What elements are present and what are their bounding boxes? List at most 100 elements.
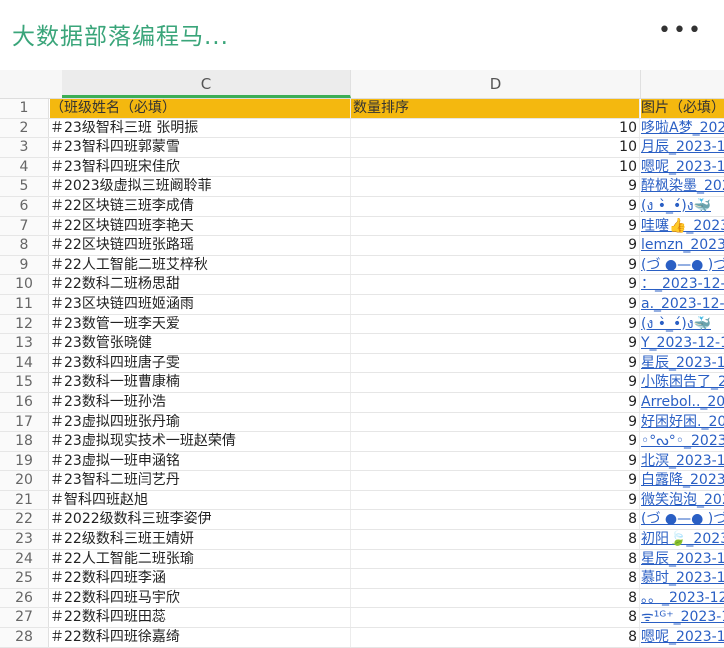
more-options-icon[interactable]: ••• — [658, 18, 703, 43]
cell-class-name[interactable]: ＃23数管一班李天爱 — [50, 314, 351, 334]
cell-rank[interactable]: 9 — [351, 412, 640, 432]
cell-image-link[interactable]: Arrebol.._2023 — [641, 393, 724, 410]
cell-rank[interactable]: 10 — [351, 118, 640, 138]
row-number[interactable]: 14 — [0, 353, 49, 373]
row-number[interactable]: 26 — [0, 588, 49, 608]
cell-image-link[interactable]: 星辰_2023-12 — [641, 550, 724, 567]
cell-image-link[interactable]: 星辰_2023-12 — [641, 354, 724, 371]
row-number[interactable]: 20 — [0, 471, 49, 490]
row-number[interactable]: 13 — [0, 334, 49, 353]
cell-class-name[interactable]: ＃22人工智能二班张瑜 — [50, 549, 351, 569]
cell-class-name[interactable]: ＃23智科四班郭蒙雪 — [50, 138, 351, 157]
cell-image-link[interactable]: 好困好困._2023 — [641, 413, 724, 430]
row-number[interactable]: 21 — [0, 490, 49, 510]
column-header-c[interactable]: C — [62, 70, 351, 98]
cell-image-link[interactable]: a._2023-12-1 — [641, 295, 724, 312]
cell-class-name[interactable]: ＃22数科四班徐嘉绮 — [50, 628, 351, 647]
cell-rank[interactable]: 9 — [351, 373, 640, 392]
cell-rank[interactable]: 9 — [351, 196, 640, 216]
column-header-e[interactable] — [640, 70, 724, 98]
row-number[interactable]: 8 — [0, 236, 49, 255]
row-number[interactable]: 5 — [0, 177, 49, 196]
cell-rank[interactable]: 9 — [351, 255, 640, 275]
cell-image-link[interactable]: 嗯呢_2023-12 — [641, 158, 724, 175]
cell-image-link[interactable]: (づ ●—● )づ — [641, 511, 724, 528]
cell-image-link[interactable]: 慕时_2023-12 — [641, 570, 724, 587]
cell-class-name[interactable]: ＃22数科四班马宇欣 — [50, 588, 351, 608]
row-number[interactable]: 9 — [0, 255, 49, 275]
cell-class-name[interactable]: ＃23数科一班曹康楠 — [50, 373, 351, 392]
cell-class-name[interactable]: ＃23智科四班宋佳欣 — [50, 157, 351, 177]
select-all-corner[interactable] — [0, 70, 63, 98]
cell-image-link[interactable]: 初阳🍃_2023 — [641, 531, 724, 548]
cell-rank[interactable]: 9 — [351, 294, 640, 314]
cell-image-link[interactable]: 北溟_2023-12 — [641, 452, 724, 469]
cell-class-name[interactable]: ＃22数科二班杨思甜 — [50, 275, 351, 294]
column-header-d[interactable]: D — [351, 70, 641, 98]
cell-class-name[interactable]: ＃2023级虚拟三班阚聆菲 — [50, 177, 351, 196]
cell-rank[interactable]: 9 — [351, 334, 640, 353]
cell-rank[interactable]: 9 — [351, 392, 640, 412]
cell-class-name[interactable]: ＃22数科四班李涵 — [50, 569, 351, 588]
cell-rank[interactable]: 8 — [351, 569, 640, 588]
cell-image-link[interactable]: Y_2023-12-1 — [641, 335, 724, 352]
cell-image-link[interactable]: 醉枫染墨_2023 — [641, 178, 724, 195]
cell-image-link[interactable]: (ง •̀_•́)ง🐳 — [641, 315, 711, 332]
cell-rank[interactable]: 9 — [351, 471, 640, 490]
cell-image-link[interactable]: 白露降_2023 — [641, 472, 724, 489]
cell-class-name[interactable]: ＃23数管张晓健 — [50, 334, 351, 353]
cell-rank[interactable]: 8 — [351, 510, 640, 530]
row-number[interactable]: 15 — [0, 373, 49, 392]
cell-image-link[interactable]: 嗯呢_2023-12 — [641, 629, 724, 646]
row-number[interactable]: 6 — [0, 196, 49, 216]
cell-image-link[interactable]: 哇噻👍_2023 — [641, 217, 724, 234]
row-number[interactable]: 19 — [0, 451, 49, 471]
row-number[interactable]: 17 — [0, 412, 49, 432]
cell-class-name[interactable]: ＃22级数科三班王婧妍 — [50, 530, 351, 549]
row-number[interactable]: 28 — [0, 628, 49, 647]
cell-rank[interactable]: 数量排序 — [351, 99, 640, 118]
cell-rank[interactable]: 8 — [351, 530, 640, 549]
row-number[interactable]: 23 — [0, 530, 49, 549]
cell-image-link[interactable]: ᯤ¹ᴳ⁺_2023-12 — [641, 609, 724, 626]
cell-class-name[interactable]: ＃22区块链四班张路瑶 — [50, 236, 351, 255]
cell-class-name[interactable]: ＃22人工智能二班艾梓秋 — [50, 255, 351, 275]
row-number[interactable]: 27 — [0, 608, 49, 628]
cell-rank[interactable]: 9 — [351, 490, 640, 510]
cell-image-link[interactable]: (ง •̀_•́)ง🐳 — [641, 197, 711, 214]
cell-class-name[interactable]: ＃23数科四班唐子雯 — [50, 353, 351, 373]
cell-rank[interactable]: 10 — [351, 138, 640, 157]
cell-rank[interactable]: 9 — [351, 177, 640, 196]
cell-rank[interactable]: 8 — [351, 588, 640, 608]
cell-class-name[interactable]: ＃23智科二班闫艺丹 — [50, 471, 351, 490]
cell-class-name[interactable]: ＃2022级数科三班李姿伊 — [50, 510, 351, 530]
row-number[interactable]: 16 — [0, 392, 49, 412]
row-number[interactable]: 25 — [0, 569, 49, 588]
cell-class-name[interactable]: ＃23级智科三班 张明振 — [50, 118, 351, 138]
row-number[interactable]: 24 — [0, 549, 49, 569]
cell-rank[interactable]: 9 — [351, 236, 640, 255]
row-number[interactable]: 11 — [0, 294, 49, 314]
cell-class-name[interactable]: ＃23区块链四班姬涵雨 — [50, 294, 351, 314]
row-number[interactable]: 18 — [0, 432, 49, 451]
cell-class-name[interactable]: ＃23虚拟一班申涵铭 — [50, 451, 351, 471]
cell-class-name[interactable]: ＃23虚拟四班张丹瑜 — [50, 412, 351, 432]
cell-image-link[interactable]: lemzn_2023-12 — [641, 237, 724, 254]
cell-class-name[interactable]: ＃22区块链四班李艳天 — [50, 216, 351, 236]
cell-image-link[interactable]: ◦°ᔓ°◦_2023 — [641, 433, 724, 450]
cell-image-link[interactable]: 小陈困告了_2023 — [641, 374, 724, 391]
cell-rank[interactable]: 9 — [351, 314, 640, 334]
cell-class-name[interactable]: ＃23虚拟现实技术一班赵荣倩 — [50, 432, 351, 451]
cell-rank[interactable]: 8 — [351, 608, 640, 628]
cell-rank[interactable]: 9 — [351, 275, 640, 294]
cell-rank[interactable]: 8 — [351, 628, 640, 647]
row-number[interactable]: 3 — [0, 138, 49, 157]
cell-image-link[interactable]: (づ ●—● )づ — [641, 256, 724, 273]
row-number[interactable]: 4 — [0, 157, 49, 177]
cell-rank[interactable]: 8 — [351, 549, 640, 569]
cell-rank[interactable]: 9 — [351, 216, 640, 236]
cell-image-link[interactable]: 哆啦A梦_2023-12 — [641, 119, 724, 136]
row-number[interactable]: 22 — [0, 510, 49, 530]
cell-rank[interactable]: 10 — [351, 157, 640, 177]
cell-image-link[interactable]: ：_2023-12-1 — [641, 276, 724, 293]
